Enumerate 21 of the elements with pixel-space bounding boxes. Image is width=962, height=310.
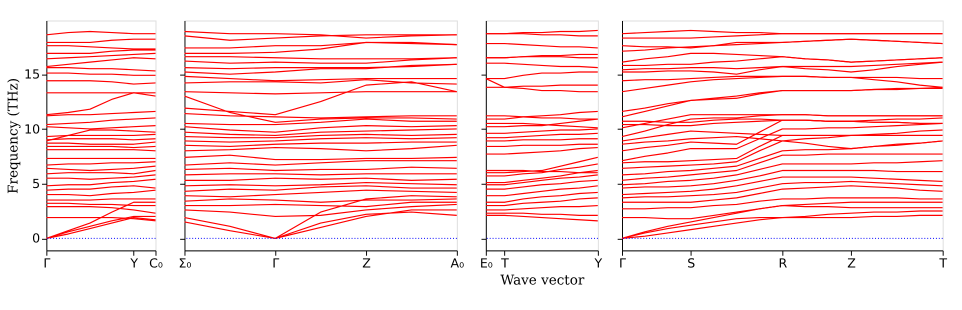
x-tick-label: R [778,255,788,270]
y-axis-title: Frequency (THz) [5,78,22,194]
x-tick-label: Y [594,255,603,270]
x-tick-label: Σ₀ [178,255,192,270]
x-tick-label: Y [129,255,138,270]
x-axis-title: Wave vector [500,272,585,289]
x-tick-label: Γ [43,255,50,270]
x-tick-label: Z [847,255,856,270]
x-tick-label: Z [362,255,372,270]
x-tick-label: A₀ [450,255,464,270]
x-tick-label: T [500,255,510,270]
x-tick-label: Γ [272,255,280,270]
y-tick-label: 5 [32,176,40,191]
x-tick-label: Γ [619,255,626,270]
y-tick-label: 0 [32,230,40,246]
y-tick-label: 10 [24,121,40,136]
x-tick-label: S [687,255,696,270]
x-tick-label: C₀ [149,255,163,270]
x-tick-label: E₀ [480,255,493,270]
y-tick-label: 15 [24,66,40,82]
x-tick-label: T [938,255,948,270]
